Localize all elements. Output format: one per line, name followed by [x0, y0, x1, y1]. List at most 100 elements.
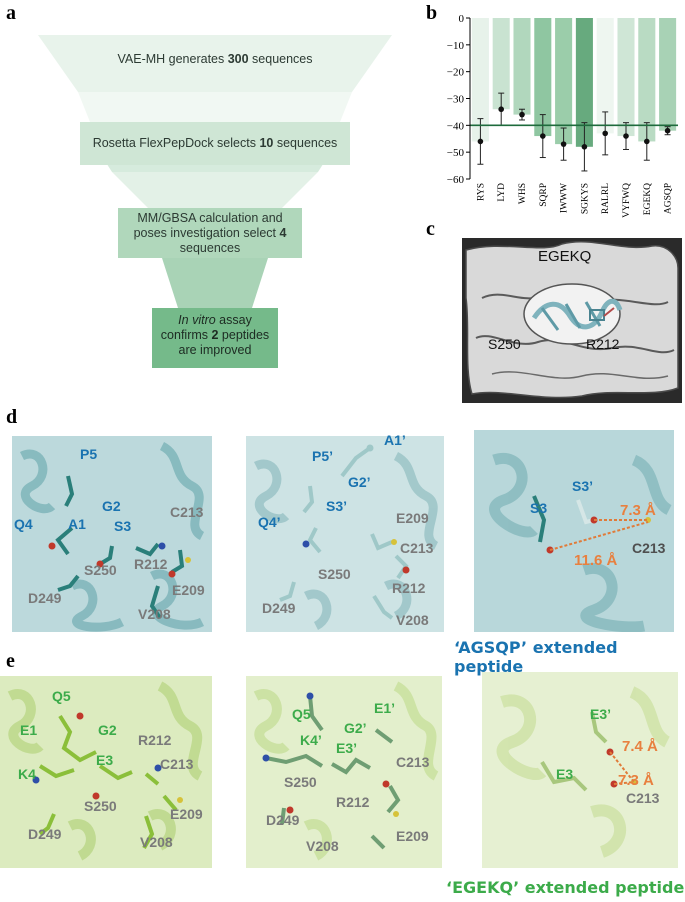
funnel-stage-1 [38, 35, 392, 92]
d-mid-label-s250: S250 [318, 566, 351, 582]
d-mid-label-r212: R212 [392, 580, 426, 596]
d-left-label-s250: S250 [84, 562, 117, 578]
y-tick-label: −40 [447, 120, 465, 132]
bar-sqrp [534, 18, 552, 137]
funnel-box-2 [80, 122, 350, 165]
funnel-step-4-text: In vitro assay confirms 2 peptides are i… [160, 313, 270, 357]
bar-rys [471, 18, 489, 142]
d-mid-label-s3p: S3’ [326, 498, 348, 514]
funnel-step-2-text: Rosetta FlexPepDock selects 10 sequences [92, 136, 338, 150]
panel-e-mid-structure [246, 676, 442, 868]
e-mid-label-r212: R212 [336, 794, 370, 810]
e-left-label-k4: K4 [18, 766, 36, 782]
d-mid-label-g2p: G2’ [348, 474, 371, 490]
d-left-label-s3: S3 [114, 518, 132, 534]
d-mid-label-c213: C213 [400, 540, 434, 556]
panel-d-mid-structure [246, 436, 444, 632]
y-tick-label: −50 [447, 147, 465, 159]
panel-label-c: c [426, 218, 435, 240]
x-tick-ralrl: RALRL [601, 183, 611, 214]
e-left-label-g2: G2 [98, 722, 117, 738]
e-right-distance-2: 7.3 Å [618, 772, 654, 789]
e-right-distance-1: 7.4 Å [622, 738, 658, 755]
panel-e-left-structure [0, 676, 212, 868]
errorbar-iwww [560, 127, 567, 161]
d-mid-label-a1p: A1’ [384, 432, 406, 448]
errorbar-sqrp [539, 114, 546, 159]
d-left-label-d249: D249 [28, 590, 62, 606]
funnel-step-3-text: MM/GBSA calculation and poses investigat… [133, 211, 287, 255]
panel-d-caption: ‘AGSQP’ extended peptide [454, 638, 618, 676]
x-tick-sqrp: SQRP [539, 183, 549, 207]
d-mid-label-e209: E209 [396, 510, 429, 526]
y-tick-label: 0 [459, 13, 465, 25]
errorbar-whs [519, 108, 525, 121]
e-mid-label-e209: E209 [396, 828, 429, 844]
y-tick-label: −20 [447, 67, 465, 79]
e-left-label-c213: C213 [160, 756, 194, 772]
x-tick-egekq: EGEKQ [643, 183, 653, 215]
d-left-label-e209: E209 [172, 582, 205, 598]
d-left-label-r212: R212 [134, 556, 168, 572]
e-mid-label-d249: D249 [266, 812, 300, 828]
funnel-box-3 [118, 208, 302, 258]
errorbar-vyfwq [623, 122, 629, 150]
d-right-distance-1: 7.3 Å [620, 502, 656, 519]
e-mid-label-v208: V208 [306, 838, 339, 854]
e-left-label-d249: D249 [28, 826, 62, 842]
bar-vyfwq [617, 18, 635, 137]
e-mid-label-q5: Q5 [292, 706, 311, 722]
x-tick-sgkys: SGKYS [580, 183, 590, 214]
y-tick-label: −30 [447, 94, 465, 106]
bar-ralrl [596, 18, 614, 134]
bar-whs [513, 18, 531, 115]
e-left-label-s250: S250 [84, 798, 117, 814]
d-mid-label-p5p: P5’ [312, 448, 334, 464]
e-mid-label-e3p: E3’ [336, 740, 358, 756]
panel-label-a: a [6, 2, 16, 24]
errorbar-rys [477, 118, 484, 165]
y-tick-label: −10 [447, 40, 465, 52]
x-tick-lyd: LYD [497, 183, 507, 202]
e-right-label-c213: C213 [626, 790, 660, 806]
y-tick-label: −60 [447, 174, 465, 186]
e-left-label-e3: E3 [96, 752, 114, 768]
d-right-label-s3p: S3’ [572, 478, 594, 494]
d-right-distance-2: 11.6 Å [574, 552, 618, 569]
e-mid-label-s250: S250 [284, 774, 317, 790]
bar-iwww [555, 18, 573, 145]
panel-c-label-r212: R212 [586, 336, 620, 352]
funnel-box-4 [152, 308, 278, 368]
funnel-stage-6 [162, 258, 268, 308]
e-mid-label-k4p: K4’ [300, 732, 322, 748]
d-left-label-p5: P5 [80, 446, 98, 462]
e-left-label-e209: E209 [170, 806, 203, 822]
d-mid-label-d249: D249 [262, 600, 296, 616]
x-tick-agsqp: AGSQP [664, 183, 674, 214]
protein-surface-image [462, 238, 682, 403]
d-mid-label-v208: V208 [396, 612, 429, 628]
bar-sgkys [575, 18, 593, 147]
funnel-stage-4 [112, 172, 318, 208]
errorbar-ralrl [602, 111, 609, 156]
errorbar-egekq [643, 122, 650, 161]
errorbar-agsqp [664, 126, 671, 136]
x-tick-rys: RYS [476, 183, 486, 201]
panel-e-caption: ‘EGEKQ’ extended peptide [446, 878, 685, 897]
binding-energy-bar-chart: 0 −10 −20 −30 −40 −50 −60 RYS LYD WHS SQRP IWWW SGK… [447, 13, 678, 218]
funnel-stage-2 [78, 92, 352, 122]
d-right-label-c213: C213 [632, 540, 666, 556]
e-left-label-v208: V208 [140, 834, 173, 850]
panel-label-d: d [6, 406, 18, 428]
e-right-label-e3: E3 [556, 766, 574, 782]
e-left-label-r212: R212 [138, 732, 172, 748]
e-right-label-e3p: E3’ [590, 706, 612, 722]
e-mid-label-c213: C213 [396, 754, 430, 770]
e-mid-label-g2p: G2’ [344, 720, 367, 736]
panel-c-label-s250: S250 [488, 336, 521, 352]
d-left-label-a1: A1 [68, 516, 86, 532]
panel-d-left-structure [12, 436, 212, 632]
x-tick-vyfwq: VYFWQ [622, 183, 632, 218]
panel-label-b: b [426, 2, 438, 24]
d-left-label-v208: V208 [138, 606, 171, 622]
